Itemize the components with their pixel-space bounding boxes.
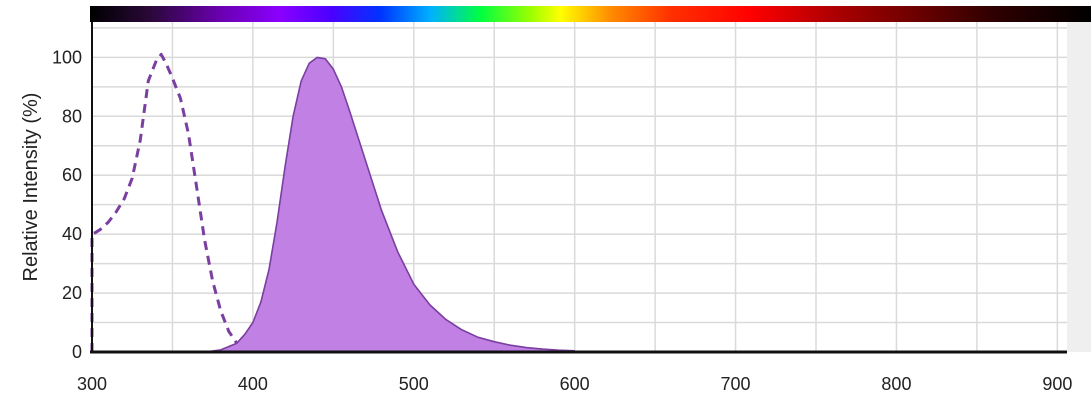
plot-edge-shade (1067, 22, 1091, 352)
tick-labels: 300 400 500 600 700 800 900 0 20 40 60 80 100 (52, 47, 1072, 394)
x-tick-label: 300 (77, 374, 107, 394)
spectrum-bar (90, 6, 1091, 22)
series-layer (90, 52, 575, 354)
y-axis-title: Relative Intensity (%) (20, 93, 42, 282)
emission-line (204, 56, 575, 353)
grid (92, 22, 1067, 352)
x-tick-label: 600 (560, 374, 590, 394)
y-tick-label: 40 (62, 224, 82, 244)
y-tick-label: 0 (72, 342, 82, 362)
y-tick-label: 60 (62, 165, 82, 185)
y-tick-label: 100 (52, 47, 82, 67)
emission-area (204, 57, 575, 353)
x-tick-label: 700 (721, 374, 751, 394)
x-tick-label: 900 (1042, 374, 1072, 394)
x-tick-label: 500 (399, 374, 429, 394)
y-tick-label: 20 (62, 283, 82, 303)
x-tick-label: 800 (881, 374, 911, 394)
y-tick-label: 80 (62, 106, 82, 126)
x-tick-label: 400 (238, 374, 268, 394)
excitation-line (90, 52, 256, 354)
axes (90, 22, 1067, 354)
